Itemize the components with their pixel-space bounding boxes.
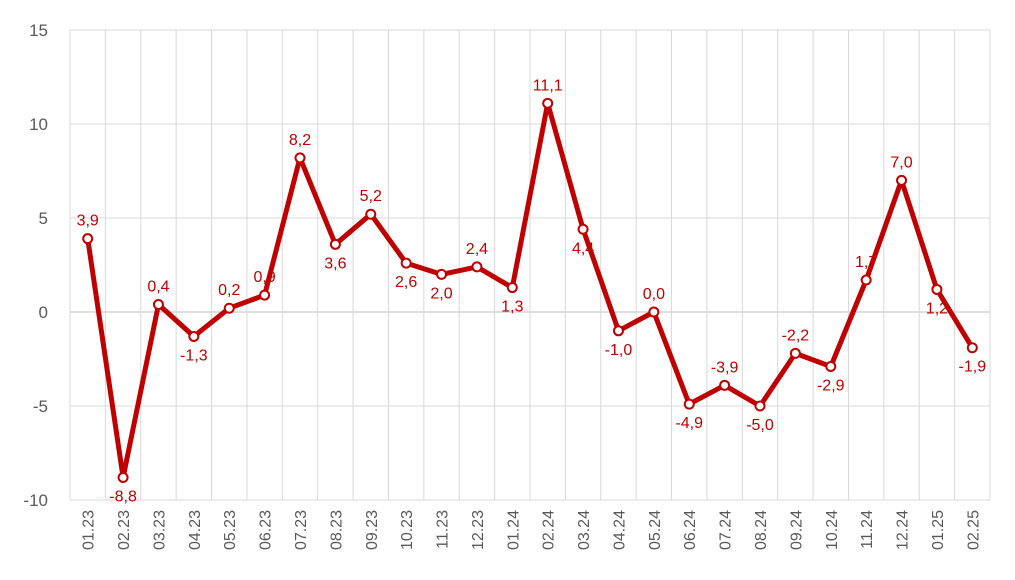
- gridlines: [69, 29, 991, 501]
- data-point: [506, 282, 518, 294]
- data-label: 3,9: [77, 213, 99, 230]
- data-point: [117, 471, 129, 483]
- data-point: [400, 257, 412, 269]
- x-tick-label: 07.23: [293, 510, 310, 550]
- data-point: [612, 325, 624, 337]
- data-point: [789, 347, 801, 359]
- y-tick-label: -5: [33, 397, 48, 416]
- data-label: -5,0: [746, 417, 774, 434]
- data-label: -2,2: [782, 327, 810, 344]
- data-point: [966, 342, 978, 354]
- x-tick-label: 12.23: [470, 510, 487, 550]
- x-tick-label: 04.24: [611, 510, 628, 550]
- data-point: [754, 400, 766, 412]
- data-labels: 3,9 -8,8 0,4 -1,3 0,2 0,9 8,2 3,6 5,2 2,6 2,0 2,4 1,…: [77, 77, 987, 505]
- data-point: [294, 152, 306, 164]
- x-tick-label: 08.24: [753, 510, 770, 550]
- x-tick-label: 04.23: [187, 510, 204, 550]
- x-tick-label: 07.24: [718, 510, 735, 550]
- x-tick-label: 01.24: [505, 510, 522, 550]
- data-label: 1,2: [926, 300, 948, 317]
- data-point: [82, 233, 94, 245]
- y-tick-label: 0: [39, 303, 48, 322]
- data-label: 1,7: [855, 254, 877, 271]
- x-tick-label: 08.23: [328, 510, 345, 550]
- data-point: [542, 97, 554, 109]
- data-point: [223, 302, 235, 314]
- x-tick-label: 11.24: [859, 510, 876, 549]
- data-label: -8,8: [109, 488, 137, 505]
- data-label: 11,1: [533, 77, 563, 94]
- data-point: [436, 268, 448, 280]
- x-tick-label: 03.24: [576, 510, 593, 550]
- y-tick-label: 15: [29, 21, 48, 40]
- x-tick-label: 12.24: [895, 510, 912, 550]
- data-label: 0,9: [253, 269, 275, 286]
- x-tick-label: 09.23: [364, 510, 381, 550]
- data-label: 3,6: [324, 255, 346, 272]
- data-label: -1,0: [605, 342, 633, 359]
- data-point: [648, 306, 660, 318]
- data-label: 2,6: [395, 274, 417, 291]
- data-point: [471, 261, 483, 273]
- y-tick-label: 10: [29, 115, 48, 134]
- x-tick-label: 10.23: [399, 510, 416, 550]
- data-label: 2,0: [430, 285, 452, 302]
- series-line: [85, 100, 975, 480]
- data-label: 1,3: [501, 299, 523, 316]
- data-label: 7,0: [890, 154, 912, 171]
- data-label: -1,9: [959, 359, 987, 376]
- x-tick-label: 06.23: [258, 510, 275, 550]
- data-label: 0,0: [643, 286, 665, 303]
- x-tick-label: 03.23: [151, 510, 168, 550]
- data-label: 2,4: [466, 241, 488, 258]
- x-tick-label: 02.25: [965, 510, 982, 550]
- y-tick-label: -10: [23, 491, 48, 510]
- data-label: 5,2: [360, 188, 382, 205]
- x-tick-label: 11.23: [435, 510, 452, 549]
- data-point: [259, 289, 271, 301]
- x-tick-label: 01.23: [81, 510, 98, 550]
- data-point: [931, 283, 943, 295]
- data-point: [683, 398, 695, 410]
- data-label: -4,9: [675, 415, 703, 432]
- data-label: -2,9: [817, 378, 845, 395]
- data-label: -1,3: [180, 347, 208, 364]
- y-tick-label: 5: [39, 209, 48, 228]
- y-axis: -10 -5 0 5 10 15: [23, 21, 48, 510]
- data-label: 8,2: [289, 132, 311, 149]
- data-point: [152, 298, 164, 310]
- x-tick-label: 09.24: [788, 510, 805, 550]
- data-point: [825, 361, 837, 373]
- data-point: [188, 330, 200, 342]
- data-point: [365, 208, 377, 220]
- data-label: 0,2: [218, 282, 240, 299]
- x-tick-label: 02.24: [541, 510, 558, 550]
- data-label: 0,4: [147, 278, 169, 295]
- x-tick-label: 10.24: [824, 510, 841, 550]
- data-point: [860, 274, 872, 286]
- x-tick-label: 01.25: [930, 510, 947, 550]
- series: [82, 97, 978, 483]
- x-tick-label: 05.23: [222, 510, 239, 550]
- x-axis: 01.23 02.23 03.23 04.23 05.23 06.23 07.23 08.23…: [81, 510, 983, 550]
- data-label: -3,9: [711, 359, 739, 376]
- data-point: [896, 174, 908, 186]
- data-point: [577, 223, 589, 235]
- data-point: [719, 379, 731, 391]
- x-tick-label: 06.24: [682, 510, 699, 550]
- data-label: 4,4: [572, 240, 594, 257]
- x-tick-label: 05.24: [647, 510, 664, 550]
- data-point: [329, 238, 341, 250]
- x-tick-label: 02.23: [116, 510, 133, 550]
